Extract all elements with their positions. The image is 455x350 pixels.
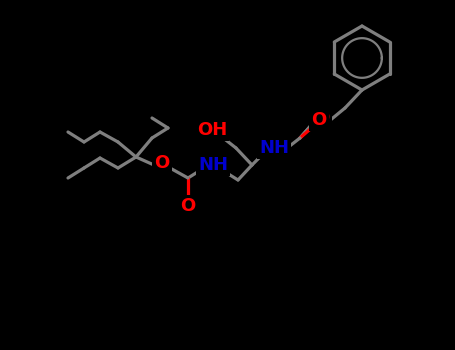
Text: NH: NH: [259, 139, 289, 157]
Text: NH: NH: [259, 139, 289, 157]
Text: O: O: [311, 111, 327, 129]
Text: O: O: [180, 197, 196, 215]
Text: O: O: [154, 154, 170, 172]
Text: O: O: [311, 111, 327, 129]
Text: OH: OH: [197, 121, 227, 139]
Text: O: O: [154, 154, 170, 172]
Text: O: O: [180, 197, 196, 215]
Text: OH: OH: [197, 121, 227, 139]
Text: O: O: [314, 109, 329, 127]
Text: NH: NH: [198, 156, 228, 174]
Text: O: O: [314, 109, 329, 127]
Text: NH: NH: [198, 156, 228, 174]
